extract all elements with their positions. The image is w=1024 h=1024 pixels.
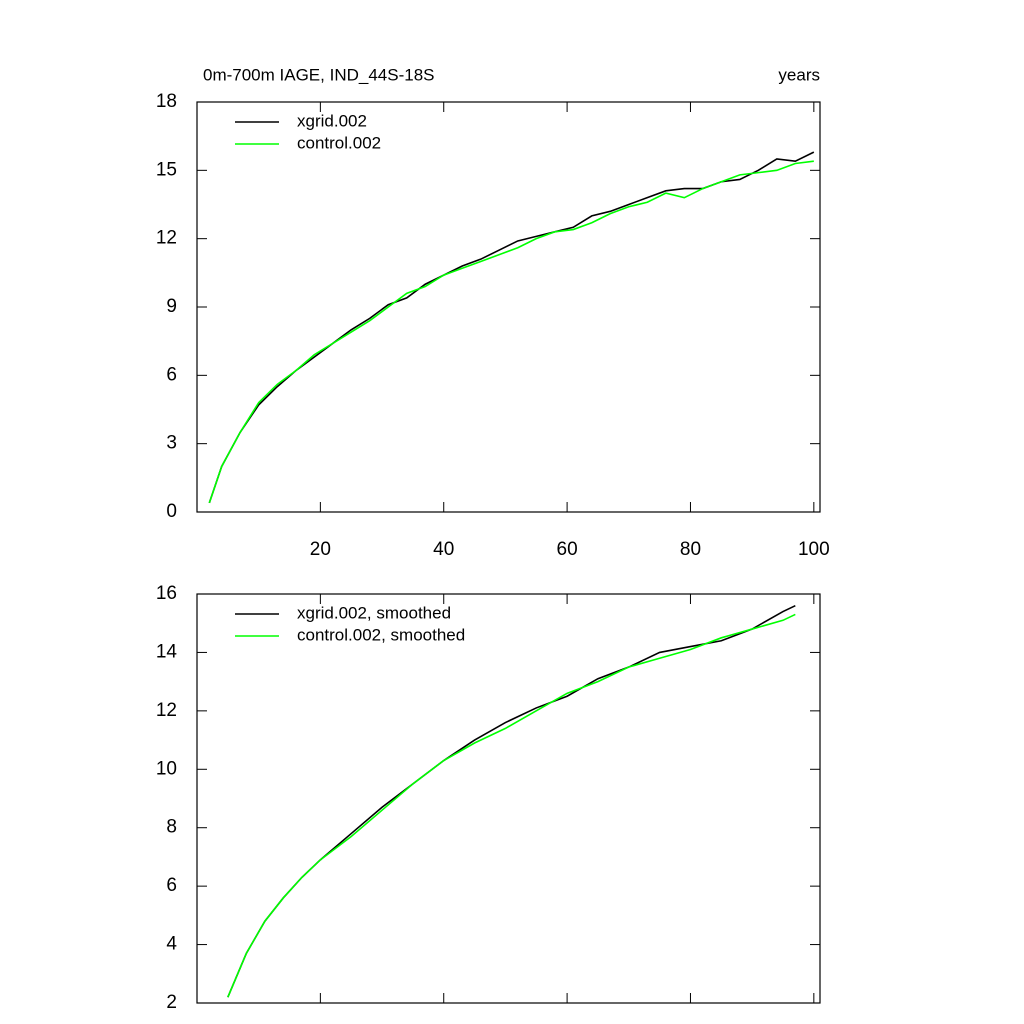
y-tick-label: 0 — [166, 501, 177, 522]
y-tick-label: 12 — [156, 228, 177, 249]
y-tick-label: 9 — [166, 296, 177, 317]
x-tick-label: 100 — [798, 539, 830, 560]
x-tick-label: 60 — [557, 539, 578, 560]
plot-frame — [196, 101, 821, 513]
y-tick-label: 2 — [166, 992, 177, 1013]
x-tick-label: 80 — [680, 539, 701, 560]
legend-label: control.002, smoothed — [297, 625, 465, 644]
y-tick-label: 8 — [166, 817, 177, 838]
y-tick-label: 15 — [156, 159, 177, 180]
series-line — [208, 151, 815, 504]
chart-subtitle: years — [778, 65, 820, 84]
y-tick-label: 12 — [156, 700, 177, 721]
series-line — [227, 604, 796, 998]
legend-label: xgrid.002 — [297, 111, 367, 130]
legend-label: xgrid.002, smoothed — [297, 603, 451, 622]
y-tick-label: 14 — [156, 641, 178, 662]
x-tick-label: 20 — [310, 539, 331, 560]
y-tick-label: 4 — [166, 934, 177, 955]
y-tick-label: 18 — [156, 91, 177, 112]
legend-label: control.002 — [297, 133, 381, 152]
y-tick-label: 6 — [166, 875, 177, 896]
series-line — [227, 613, 796, 998]
y-tick-label: 10 — [156, 758, 177, 779]
y-tick-label: 3 — [166, 433, 177, 454]
x-tick-label: 40 — [433, 539, 454, 560]
y-tick-label: 16 — [156, 583, 177, 604]
plot-frame — [196, 593, 821, 1004]
y-tick-label: 6 — [166, 364, 177, 385]
chart-title: 0m-700m IAGE, IND_44S-18S — [203, 65, 434, 84]
series-line — [208, 160, 814, 504]
